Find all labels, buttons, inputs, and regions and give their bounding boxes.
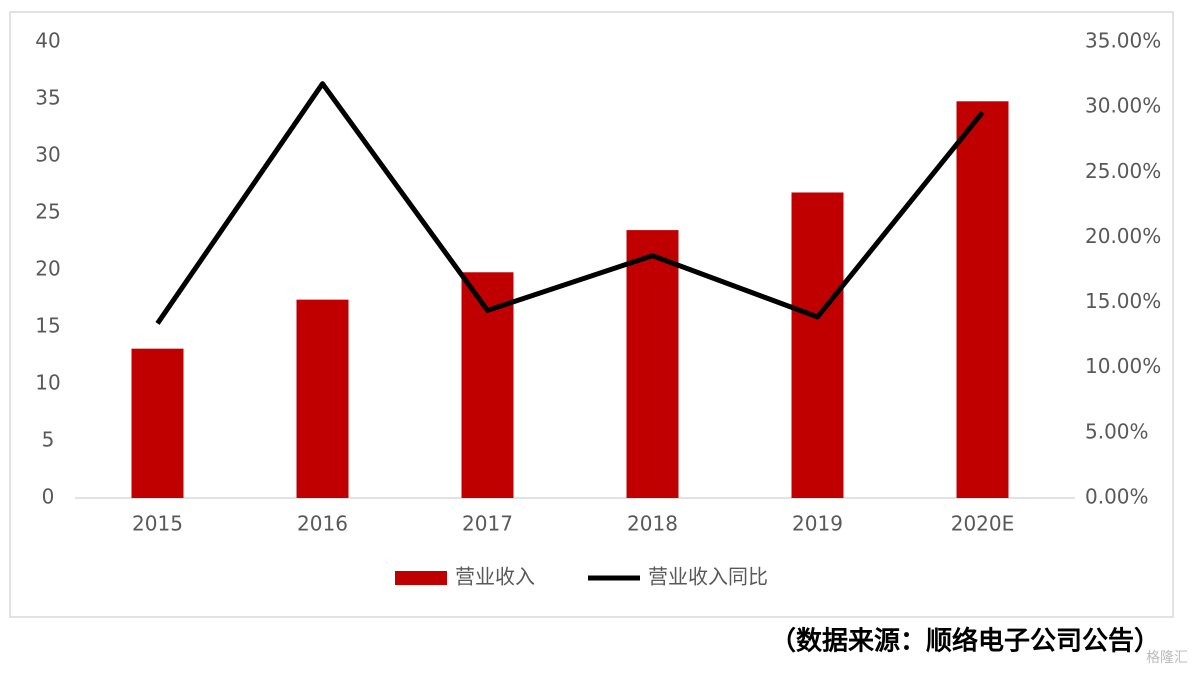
y2-tick-label: 10.00%: [1085, 354, 1161, 378]
y-tick-label: 25: [35, 200, 60, 224]
legend-swatch: [395, 571, 447, 585]
y2-tick-label: 20.00%: [1085, 224, 1161, 248]
watermark: 格隆汇: [1146, 650, 1188, 666]
x-tick-label: 2015: [132, 512, 183, 536]
y-tick-label: 5: [42, 428, 55, 452]
y2-tick-label: 30.00%: [1085, 94, 1161, 118]
y2-tick-label: 5.00%: [1085, 419, 1149, 443]
y2-tick-label: 35.00%: [1085, 29, 1161, 53]
x-tick-label: 2020E: [951, 512, 1015, 536]
y2-tick-label: 0.00%: [1085, 485, 1149, 509]
y-tick-label: 30: [35, 143, 60, 167]
legend-label: 营业收入同比: [648, 565, 768, 589]
chart-frame: [9, 11, 1174, 618]
x-tick-label: 2019: [792, 512, 843, 536]
bar: [296, 299, 349, 498]
source-note: （数据来源：顺络电子公司公告）: [770, 626, 1160, 657]
y2-tick-label: 15.00%: [1085, 289, 1161, 313]
y-tick-label: 0: [42, 485, 55, 509]
y2-tick-label: 25.00%: [1085, 159, 1161, 183]
bar: [131, 348, 184, 498]
x-tick-label: 2018: [627, 512, 678, 536]
y-tick-label: 20: [35, 257, 60, 281]
bar: [626, 230, 679, 498]
y-tick-label: 40: [35, 29, 60, 53]
x-tick-label: 2016: [297, 512, 348, 536]
y-tick-label: 10: [35, 371, 60, 395]
legend-label: 营业收入: [455, 565, 535, 589]
y-tick-label: 35: [35, 86, 60, 110]
bar: [956, 101, 1009, 498]
y-tick-label: 15: [35, 314, 60, 338]
line: [155, 81, 985, 325]
x-tick-label: 2017: [462, 512, 513, 536]
bar: [791, 192, 844, 499]
